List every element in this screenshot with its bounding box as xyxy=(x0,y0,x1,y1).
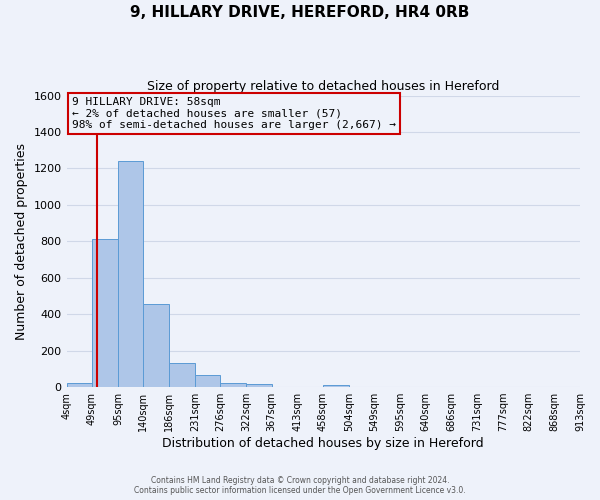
Title: Size of property relative to detached houses in Hereford: Size of property relative to detached ho… xyxy=(147,80,499,93)
Bar xyxy=(246,384,272,387)
Bar xyxy=(323,385,349,387)
Bar xyxy=(220,383,246,387)
Bar xyxy=(92,240,118,387)
X-axis label: Distribution of detached houses by size in Hereford: Distribution of detached houses by size … xyxy=(163,437,484,450)
Text: 9 HILLARY DRIVE: 58sqm
← 2% of detached houses are smaller (57)
98% of semi-deta: 9 HILLARY DRIVE: 58sqm ← 2% of detached … xyxy=(71,97,395,130)
Bar xyxy=(67,382,92,387)
Bar xyxy=(143,304,169,387)
Text: 9, HILLARY DRIVE, HEREFORD, HR4 0RB: 9, HILLARY DRIVE, HEREFORD, HR4 0RB xyxy=(130,5,470,20)
Bar xyxy=(118,161,143,387)
Bar xyxy=(195,375,220,387)
Y-axis label: Number of detached properties: Number of detached properties xyxy=(15,143,28,340)
Text: Contains HM Land Registry data © Crown copyright and database right 2024.
Contai: Contains HM Land Registry data © Crown c… xyxy=(134,476,466,495)
Bar xyxy=(169,364,195,387)
